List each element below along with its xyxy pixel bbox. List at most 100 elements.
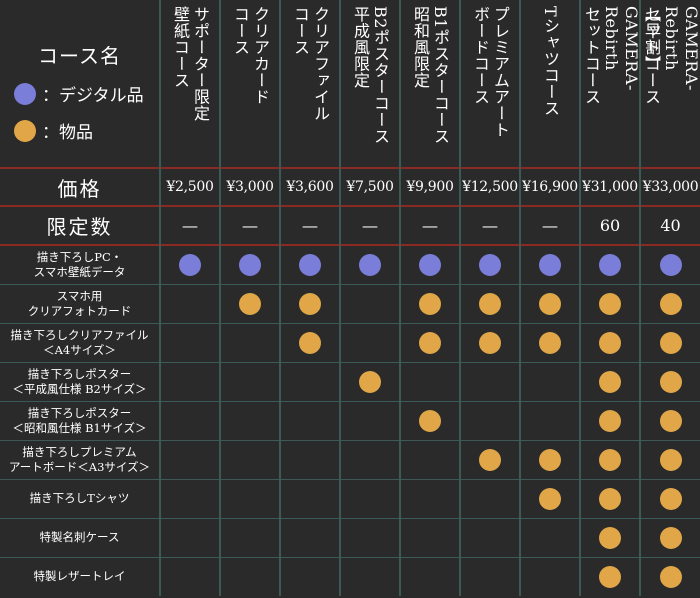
item-cell: [579, 283, 640, 323]
course-limit: —: [459, 205, 520, 245]
course-limit: —: [219, 205, 280, 245]
item-cell: [459, 322, 520, 362]
course-name: B2ポスターコース 平成風限定: [351, 6, 390, 145]
item-cell: [459, 556, 520, 596]
item-cell: [459, 400, 520, 440]
goods-dot-icon: [659, 526, 682, 549]
course-header-7: Tシャツコース: [519, 0, 580, 168]
goods-dot-icon: [659, 487, 682, 510]
course-name: 【早割】 GAMERA- Rebirth セットコース: [582, 6, 661, 105]
course-limit: 60: [579, 205, 640, 245]
item-cell: [459, 361, 520, 401]
item-cell: [399, 517, 460, 557]
course-name: B1ポスターコース 昭和風限定: [411, 6, 450, 145]
digital-dot-icon: [299, 253, 321, 276]
goods-dot-icon: [359, 370, 381, 393]
item-cell: [279, 322, 340, 362]
item-cell: [519, 439, 580, 479]
course-header-1: サポーター限定 壁紙コース: [159, 0, 220, 168]
goods-dot-icon: [539, 292, 561, 315]
legend: コース名 ：デジタル品 ：物品: [0, 0, 160, 168]
item-cell: [159, 283, 220, 323]
legend-goods: ：物品: [14, 118, 159, 143]
item-cell: [579, 439, 640, 479]
digital-dot-icon: [479, 253, 501, 276]
item-label: 特製名刺ケース: [0, 517, 160, 557]
goods-dot-icon: [599, 448, 621, 471]
item-cell: [339, 400, 400, 440]
item-cell: [639, 478, 700, 518]
goods-dot-icon: [599, 409, 621, 432]
goods-dot-icon: [659, 409, 682, 432]
course-header-2: クリアカード コース: [219, 0, 280, 168]
item-cell: [159, 361, 220, 401]
item-cell: [219, 283, 280, 323]
course-price: ¥33,000: [639, 167, 700, 206]
price-row: 価格 ¥2,500 ¥3,000 ¥3,600 ¥7,500 ¥9,900 ¥12,500…: [0, 167, 700, 206]
goods-dot-icon: [419, 292, 441, 315]
item-cell: [519, 478, 580, 518]
course-price: ¥3,000: [219, 167, 280, 206]
item-cell: [639, 361, 700, 401]
item-cell: [339, 556, 400, 596]
item-cell: [339, 361, 400, 401]
legend-digital-label: ：デジタル品: [42, 86, 144, 106]
goods-dot-icon: [479, 331, 501, 354]
course-limit: —: [339, 205, 400, 245]
item-cell: [639, 283, 700, 323]
item-cell: [219, 244, 280, 284]
item-cell: [159, 556, 220, 596]
goods-dot-icon: [599, 370, 621, 393]
price-row-label: 価格: [0, 167, 160, 206]
item-cell: [399, 244, 460, 284]
item-cell: [519, 322, 580, 362]
item-cell: [579, 556, 640, 596]
goods-dot-icon: [239, 292, 261, 315]
item-cell: [399, 283, 460, 323]
item-row: 描き下ろしPC・ スマホ壁紙データ: [0, 244, 700, 284]
goods-dot-icon: [599, 331, 621, 354]
goods-dot-icon: [479, 448, 501, 471]
goods-dot-icon: [539, 487, 561, 510]
course-limit: —: [399, 205, 460, 245]
goods-dot-icon: [299, 292, 321, 315]
item-cell: [399, 556, 460, 596]
item-cell: [399, 361, 460, 401]
item-cell: [579, 244, 640, 284]
item-cell: [639, 322, 700, 362]
course-name: クリアカード コース: [231, 6, 270, 105]
item-cell: [399, 322, 460, 362]
item-cell: [639, 400, 700, 440]
digital-dot-icon: [599, 253, 621, 276]
item-cell: [159, 400, 220, 440]
limit-row: 限定数 — — — — — — —60 40: [0, 205, 700, 245]
item-cell: [279, 400, 340, 440]
item-cell: [279, 244, 340, 284]
item-label: 描き下ろしPC・ スマホ壁紙データ: [0, 244, 160, 284]
item-cell: [279, 556, 340, 596]
item-cell: [159, 244, 220, 284]
item-cell: [519, 556, 580, 596]
course-price: ¥31,000: [579, 167, 640, 206]
goods-dot-icon: [479, 292, 501, 315]
item-cell: [219, 478, 280, 518]
item-row: 描き下ろしポスター ＜平成風仕様 B2サイズ＞: [0, 361, 700, 401]
item-cell: [339, 478, 400, 518]
item-cell: [219, 439, 280, 479]
digital-dot-icon: [539, 253, 561, 276]
item-cell: [219, 361, 280, 401]
item-cell: [159, 322, 220, 362]
course-name: GAMERA- Rebirth セットコース: [642, 6, 700, 105]
goods-dot-icon: [14, 119, 36, 142]
goods-dot-icon: [419, 331, 441, 354]
item-cell: [639, 556, 700, 596]
item-cell: [279, 517, 340, 557]
item-row: 描き下ろしポスター ＜昭和風仕様 B1サイズ＞: [0, 400, 700, 440]
digital-dot-icon: [419, 253, 441, 276]
item-row: 特製レザートレイ: [0, 556, 700, 596]
goods-dot-icon: [599, 565, 621, 588]
item-cell: [459, 439, 520, 479]
course-limit: —: [519, 205, 580, 245]
course-price: ¥7,500: [339, 167, 400, 206]
